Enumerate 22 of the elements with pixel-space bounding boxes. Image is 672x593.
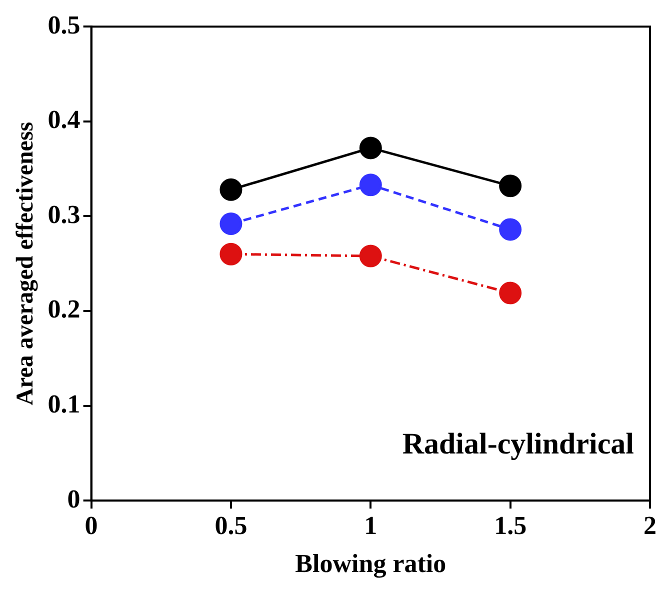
point <box>499 218 522 241</box>
x-tick-label: 0.5 <box>214 510 248 540</box>
y-tick-label: 0.4 <box>48 105 80 134</box>
y-tick-label: 0 <box>67 484 80 514</box>
annotation: Radial-cylindrical <box>402 427 634 460</box>
y-axis-title: Area averaged effectiveness <box>12 122 39 406</box>
y-tick-label: 0.2 <box>48 294 80 324</box>
x-tick-label: 2 <box>644 510 656 540</box>
point <box>499 174 522 198</box>
y-tick-label: 0.5 <box>48 10 80 40</box>
point <box>359 136 382 160</box>
point <box>499 282 522 304</box>
y-tick-label: 0.3 <box>48 200 80 229</box>
point <box>359 244 382 268</box>
y-tick-label: 0.1 <box>48 390 80 419</box>
x-tick-label: 1.5 <box>494 510 527 540</box>
point <box>220 212 242 236</box>
point <box>220 242 242 266</box>
x-axis-title: Blowing ratio <box>295 549 446 578</box>
x-tick-label: 1 <box>364 510 378 540</box>
point <box>359 174 382 196</box>
point <box>220 178 242 201</box>
